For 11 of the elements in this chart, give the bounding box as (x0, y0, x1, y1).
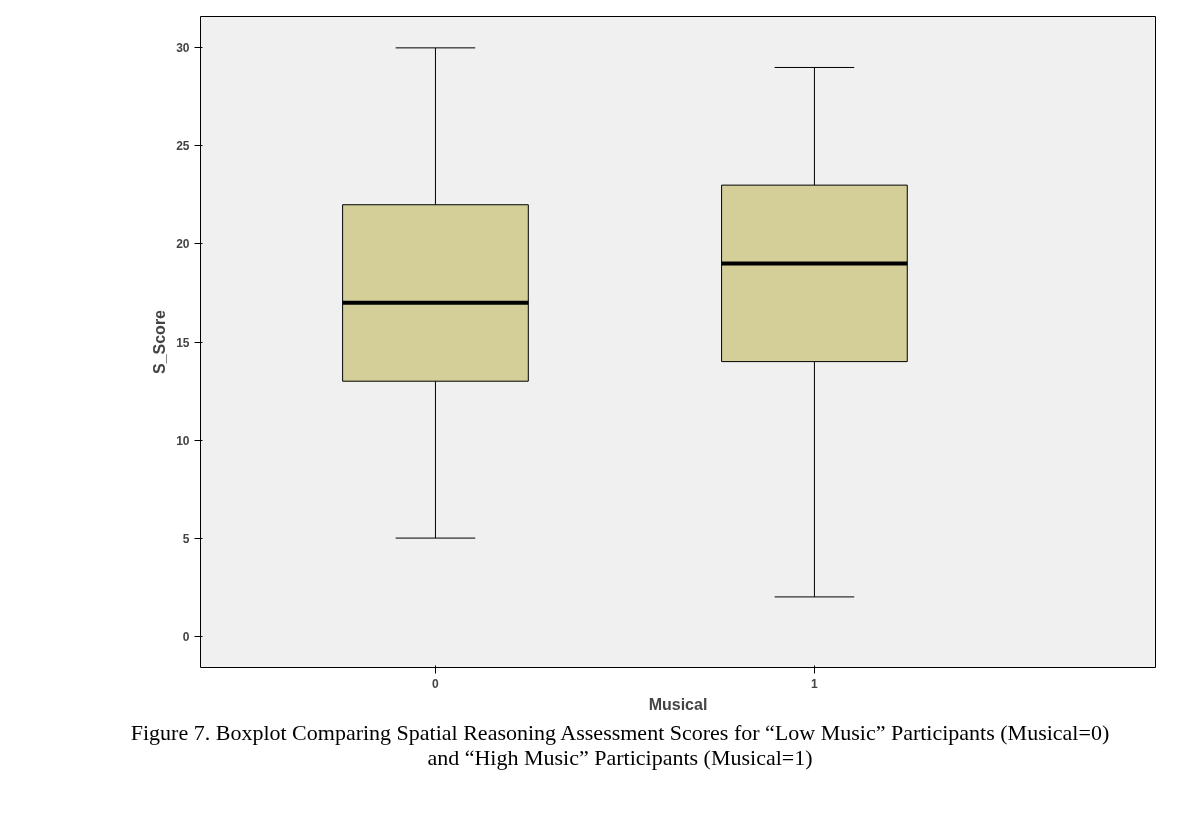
y-tick-label: 5 (182, 531, 190, 546)
y-axis-title: S_Score (151, 309, 169, 375)
y-tick-label: 25 (176, 139, 190, 154)
y-tick-label: 0 (182, 629, 190, 644)
y-tick-label: 10 (176, 433, 190, 448)
x-axis-title: Musical (648, 695, 708, 713)
y-tick-label: 20 (176, 237, 190, 252)
caption: Figure 7. Boxplot Comparing Spatial Reasoning Assessment Scores for “Low Music” Participants (Musical=0) and “High Music” Participants (Musical=1) (129, 720, 1111, 771)
y-tick-label: 15 (176, 335, 190, 350)
y-tick-label: 30 (176, 41, 190, 56)
x-tick-label: 1 (811, 676, 819, 691)
